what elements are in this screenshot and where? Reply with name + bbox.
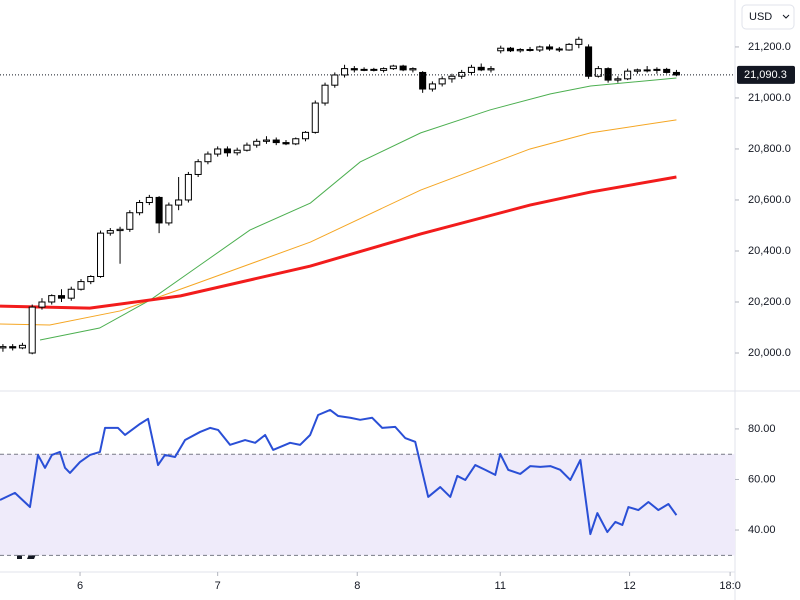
candle-body: [409, 68, 417, 71]
candle-body: [370, 68, 378, 71]
candle-body: [126, 212, 134, 230]
price-pane: [0, 36, 680, 355]
currency-button[interactable]: USD: [741, 4, 795, 30]
rsi-line: [0, 408, 678, 536]
candle-body: [536, 46, 544, 51]
y-tick-label: 21,000.0: [748, 92, 791, 104]
candle-body: [48, 295, 56, 303]
x-tick-label: 7: [215, 580, 221, 592]
candle-body: [331, 74, 339, 86]
candle-body: [311, 102, 319, 133]
button-box[interactable]: [741, 4, 795, 30]
candle-body: [653, 68, 661, 71]
y-tick-label: 20,600.0: [748, 194, 791, 206]
x-tick-label: 6: [77, 580, 83, 592]
candle-body: [57, 295, 66, 299]
candle-body: [87, 275, 95, 283]
candle-body: [301, 131, 310, 140]
moving-average: [39, 77, 677, 341]
last-price-label: 21,090.3: [744, 69, 787, 81]
candle-body: [497, 47, 505, 52]
candle-body: [38, 301, 46, 308]
candle-body: [28, 306, 36, 354]
candle-body: [672, 71, 680, 76]
candle-body: [292, 138, 300, 145]
moving-average: [0, 175, 677, 310]
candle-body: [428, 83, 436, 90]
last-price-box: [737, 65, 795, 84]
candle-body: [136, 202, 144, 214]
candle-body: [546, 46, 554, 50]
x-tick-label: 11: [495, 580, 506, 592]
candle-body: [155, 196, 163, 224]
candle-body: [389, 65, 397, 70]
candle-body: [243, 144, 251, 151]
candle-body: [448, 75, 456, 80]
currency-label[interactable]: USD: [749, 11, 772, 23]
candle-body: [175, 199, 183, 206]
candle-body: [477, 66, 485, 71]
candle-body: [106, 230, 114, 234]
x-tick-label: 18:0: [719, 580, 740, 592]
candle-body: [594, 68, 602, 77]
candle-body: [506, 47, 515, 52]
candle-body: [458, 71, 466, 77]
candle-body: [555, 48, 563, 51]
x-tick-label: 12: [623, 580, 635, 592]
candle-body: [253, 140, 261, 146]
candle-body: [614, 78, 622, 81]
moving-average: [0, 119, 677, 326]
candle-body: [233, 149, 241, 154]
candle-body: [516, 48, 524, 52]
y-tick-label: 60.00: [748, 473, 776, 485]
candle-body: [585, 46, 593, 77]
candle-body: [419, 71, 427, 90]
candle-body: [526, 48, 534, 51]
candle-body: [438, 78, 446, 85]
candle-body: [67, 288, 75, 299]
candle-body: [145, 196, 153, 204]
candle-body: [321, 84, 329, 104]
chevron[interactable]: [782, 14, 790, 19]
candle-body: [194, 161, 202, 175]
candle-body: [223, 148, 231, 154]
candle-body: [97, 232, 105, 277]
y-tick-label: 20,000.0: [748, 347, 791, 359]
candle-body: [604, 68, 612, 81]
candle-body: [565, 43, 573, 51]
candle-body: [262, 139, 271, 142]
y-tick-label: 20,400.0: [748, 245, 791, 257]
candle-body: [9, 346, 17, 349]
candle-body: [663, 68, 671, 73]
candle-body: [633, 69, 641, 72]
x-tick-label: 8: [354, 580, 360, 592]
candle-body: [350, 68, 358, 71]
y-tick-label: 21,200.0: [748, 41, 791, 53]
candle-body: [204, 153, 212, 163]
candle-body: [643, 69, 651, 72]
candle-body: [272, 139, 280, 144]
candle-body: [575, 38, 583, 45]
rsi-band: [0, 454, 735, 556]
y-tick-label: 20,200.0: [748, 296, 791, 308]
y-tick-label: 40.00: [748, 524, 776, 536]
candle-body: [282, 142, 290, 145]
candle-body: [360, 68, 368, 71]
candle-body: [487, 68, 495, 71]
candle-body: [18, 344, 26, 349]
candle-body: [116, 228, 124, 232]
candle-body: [380, 68, 388, 71]
candle-body: [467, 66, 475, 73]
candle-body: [214, 148, 222, 155]
candle-body: [77, 281, 85, 290]
candle-body: [399, 65, 407, 71]
y-tick-label: 80.00: [748, 423, 776, 435]
candle-body: [165, 204, 173, 224]
candle-body: [341, 68, 349, 76]
candle-body: [0, 346, 7, 349]
candle-body: [184, 173, 192, 201]
y-tick-label: 20,800.0: [748, 143, 791, 155]
